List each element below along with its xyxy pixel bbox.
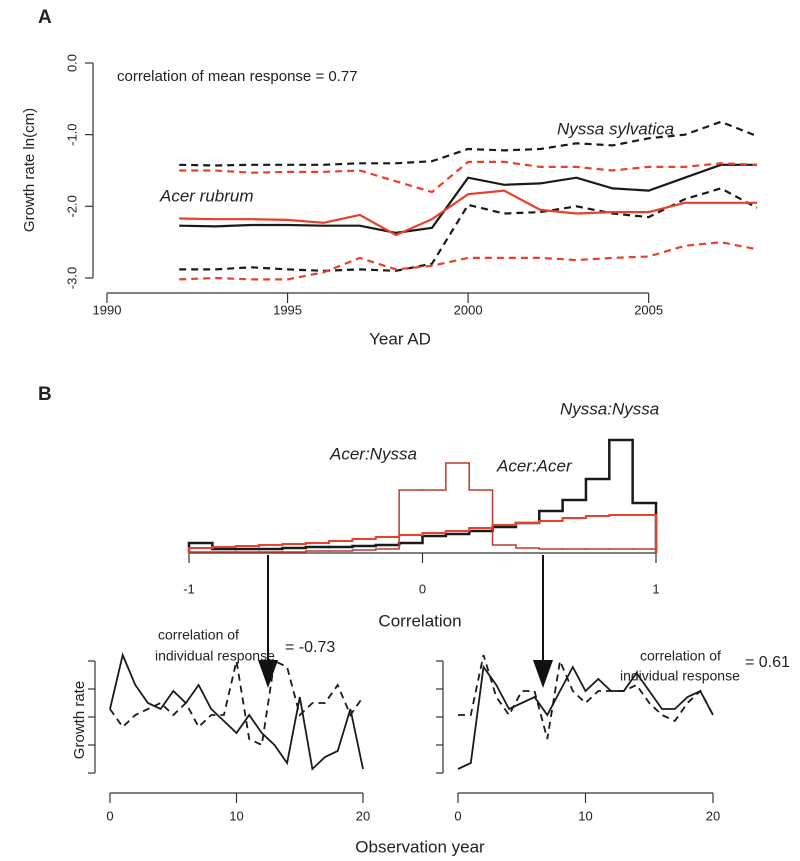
x-axis-title: Correlation: [378, 611, 461, 630]
x-tick-label: 2005: [634, 302, 663, 317]
panel-label: B: [38, 384, 52, 405]
x-tick-label: 20: [706, 808, 720, 823]
series-label: Nyssa sylvatica: [557, 119, 674, 138]
annotation: correlation of: [158, 627, 239, 643]
series-line: [109, 652, 364, 771]
x-tick-label: 0: [106, 808, 113, 823]
y-tick-label: -3.0: [64, 267, 79, 289]
y-axis-title: Growth rate: [71, 681, 88, 759]
series-line: [179, 120, 758, 167]
x-tick-label: 0: [419, 581, 426, 596]
series-label: Nyssa:Nyssa: [560, 399, 659, 418]
panel-label: A: [38, 7, 52, 28]
annotation: individual response: [155, 648, 275, 664]
y-tick-label: -2.0: [64, 195, 79, 217]
arrow-head: [258, 660, 278, 688]
annotation-value: = -0.73: [285, 639, 335, 656]
y-axis-title: Growth rate ln(cm): [21, 108, 38, 232]
x-axis-title: Observation year: [355, 837, 485, 856]
x-tick-label: 20: [356, 808, 370, 823]
y-tick-label: 0.0: [64, 54, 79, 72]
x-tick-label: 0: [454, 808, 461, 823]
x-axis-title: Year AD: [369, 329, 431, 348]
y-tick-label: -1.0: [64, 123, 79, 145]
series-line: [458, 654, 714, 740]
series-label: Acer:Acer: [496, 456, 573, 475]
series-line: [179, 189, 757, 237]
x-tick-label: 1995: [273, 302, 302, 317]
series-label: Acer rubrum: [159, 186, 254, 205]
x-tick-label: -1: [183, 581, 195, 596]
series-line: [179, 187, 758, 272]
annotation-value: = 0.61: [745, 654, 790, 671]
annotation: correlation of: [640, 648, 721, 664]
x-tick-label: 1: [652, 581, 659, 596]
annotation: correlation of mean response = 0.77: [117, 68, 358, 85]
series-line: [457, 664, 714, 770]
series-line: [179, 163, 757, 235]
x-tick-label: 2000: [454, 302, 483, 317]
series-line: [109, 659, 364, 747]
series-line: [179, 241, 758, 281]
x-tick-label: 10: [229, 808, 243, 823]
arrow-head: [533, 660, 553, 688]
series-line: [179, 160, 758, 194]
x-tick-label: 1990: [93, 302, 122, 317]
annotation: individual response: [620, 668, 740, 684]
series-label: Acer:Nyssa: [329, 444, 417, 463]
x-tick-label: 10: [578, 808, 592, 823]
